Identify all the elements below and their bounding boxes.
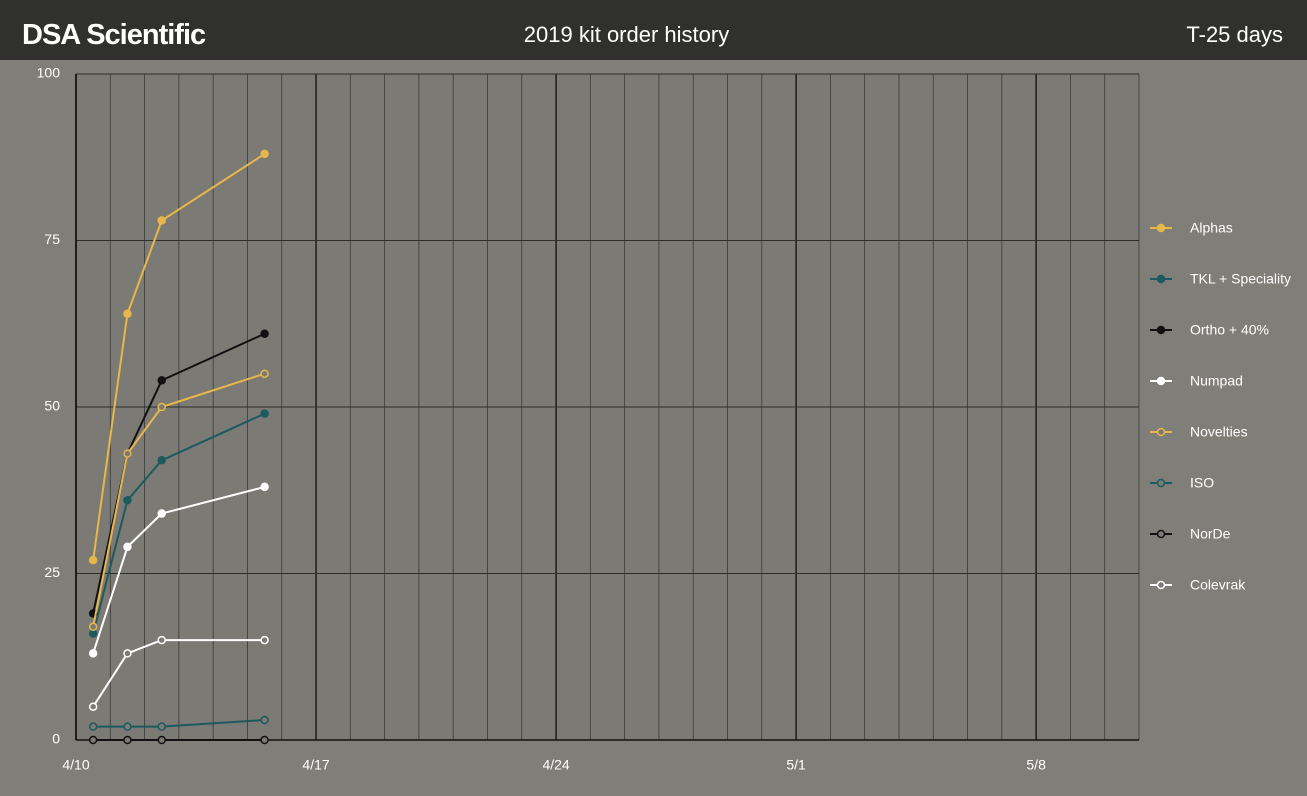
x-tick-label: 5/8 — [1026, 757, 1046, 773]
data-point — [123, 735, 132, 745]
legend-marker — [1156, 580, 1166, 590]
data-point — [260, 482, 269, 492]
countdown: T-25 days — [1186, 22, 1283, 47]
data-point — [88, 622, 98, 632]
y-tick-label: 75 — [44, 231, 60, 247]
data-point — [88, 735, 98, 745]
legend-label: Novelties — [1190, 424, 1248, 440]
data-point — [157, 509, 166, 518]
data-point — [157, 735, 166, 745]
legend-marker — [1156, 529, 1166, 539]
data-point — [123, 722, 132, 731]
legend-marker — [1156, 325, 1166, 335]
x-tick-label: 5/1 — [786, 757, 806, 773]
data-point — [88, 702, 98, 711]
x-tick-label: 4/17 — [302, 757, 329, 773]
y-tick-label: 100 — [37, 65, 61, 81]
data-point — [260, 715, 269, 725]
data-point — [260, 635, 269, 645]
series-line — [92, 332, 266, 614]
legend-marker — [1156, 223, 1166, 233]
legend-label: Alphas — [1190, 220, 1233, 236]
data-point — [157, 376, 166, 385]
data-point — [157, 456, 166, 465]
legend-label: TKL + Speciality — [1190, 271, 1291, 287]
data-point — [157, 635, 166, 645]
legend-label: Ortho + 40% — [1190, 322, 1269, 338]
data-point — [123, 309, 132, 319]
page-title: 2019 kit order history — [523, 22, 730, 47]
legend-label: NorDe — [1190, 526, 1231, 542]
legend-marker — [1156, 376, 1166, 386]
data-point — [88, 555, 98, 565]
y-tick-label: 25 — [44, 564, 60, 580]
data-point — [260, 329, 269, 338]
data-point — [157, 216, 166, 225]
data-point — [157, 722, 166, 731]
legend-label: ISO — [1190, 475, 1214, 491]
series-line — [92, 485, 265, 654]
series-line — [92, 412, 266, 634]
series-line — [92, 153, 266, 561]
data-point — [123, 495, 132, 505]
y-tick-label: 50 — [44, 398, 60, 414]
data-point — [123, 542, 132, 552]
legend-label: Colevrak — [1190, 577, 1246, 593]
series-line — [93, 719, 265, 728]
series-line — [92, 372, 265, 627]
legend-marker — [1156, 478, 1166, 488]
data-point — [88, 722, 98, 731]
legend-marker — [1156, 274, 1166, 284]
brand: DSA Scientific — [22, 19, 206, 51]
legend-label: Numpad — [1190, 373, 1243, 389]
chart: 4/10 4/17 4/24 5/1 5/8 0 25 50 75 100 Alphas TKL + … — [37, 65, 1291, 773]
data-point — [123, 449, 132, 458]
data-point — [157, 402, 166, 412]
data-point — [260, 149, 269, 159]
data-point — [88, 649, 98, 658]
header-bar: DSA Scientific 2019 kit order history T-… — [0, 0, 1307, 60]
data-point — [260, 369, 269, 378]
series-line — [92, 639, 265, 708]
legend-marker — [1156, 427, 1166, 437]
y-tick-label: 0 — [52, 731, 60, 747]
data-point — [260, 409, 269, 418]
data-point — [123, 649, 132, 658]
x-tick-label: 4/10 — [62, 757, 89, 773]
x-tick-label: 4/24 — [542, 757, 569, 773]
data-point — [260, 735, 269, 745]
